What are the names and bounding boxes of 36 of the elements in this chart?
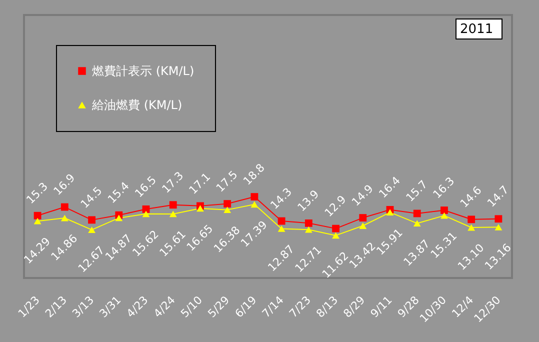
point	[169, 201, 177, 209]
point	[88, 226, 96, 234]
point	[224, 206, 232, 214]
point	[250, 201, 258, 208]
point	[60, 214, 68, 222]
point	[359, 214, 367, 222]
point	[60, 203, 68, 211]
point	[468, 216, 476, 224]
point	[304, 226, 312, 233]
point	[494, 224, 502, 230]
point	[278, 217, 286, 225]
point	[169, 210, 177, 218]
point	[196, 205, 204, 212]
point	[359, 222, 367, 229]
point	[440, 206, 448, 214]
point	[34, 218, 42, 224]
point	[88, 216, 96, 224]
point	[278, 226, 286, 232]
point	[494, 215, 502, 223]
point	[250, 193, 258, 200]
point	[304, 219, 312, 227]
point	[34, 212, 42, 220]
chart-title: 2011	[460, 22, 494, 37]
point	[440, 212, 448, 219]
point	[468, 224, 476, 231]
point	[332, 224, 340, 232]
legend-label: 燃費計表示 (KM/L)	[92, 64, 194, 78]
point	[224, 200, 232, 208]
point	[413, 210, 421, 218]
point	[386, 209, 394, 216]
point	[142, 210, 150, 218]
point	[142, 205, 150, 213]
point	[332, 232, 340, 239]
point	[115, 214, 123, 222]
point	[413, 220, 421, 227]
legend-label: 給油燃費 (KM/L)	[91, 98, 182, 112]
